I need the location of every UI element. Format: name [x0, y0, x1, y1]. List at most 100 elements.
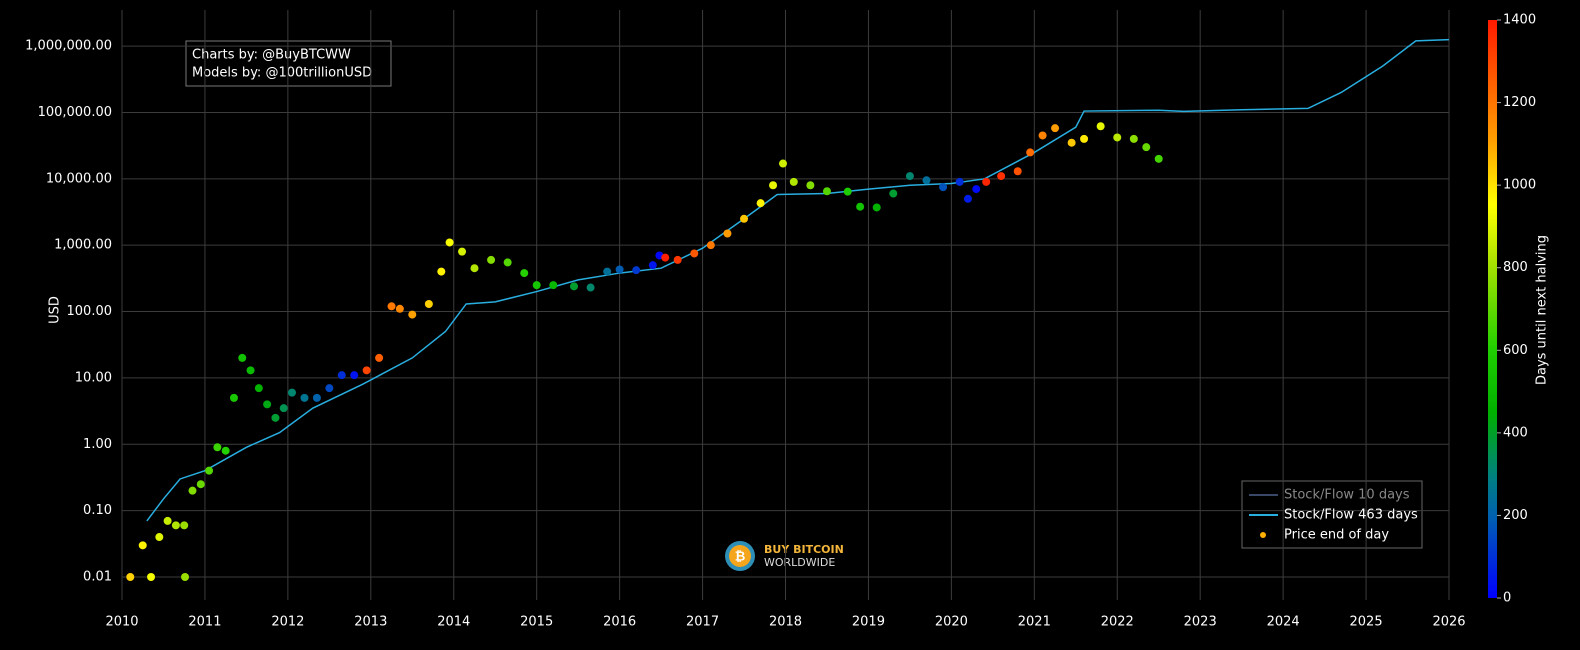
- x-tick-label: 2021: [1018, 615, 1051, 630]
- price-point: [615, 265, 624, 274]
- colorbar-tick-label: 200: [1503, 508, 1528, 523]
- price-point: [325, 384, 334, 393]
- price-point: [126, 572, 135, 581]
- x-tick-label: 2013: [354, 615, 387, 630]
- price-point: [1038, 131, 1047, 140]
- logo-text: WORLDWIDE: [764, 556, 835, 569]
- price-point: [822, 187, 831, 196]
- price-point: [395, 304, 404, 313]
- price-point: [1154, 154, 1163, 163]
- price-point: [279, 404, 288, 413]
- price-point: [520, 269, 529, 278]
- price-point: [939, 183, 948, 192]
- price-point: [872, 203, 881, 212]
- price-point: [723, 229, 732, 238]
- legend-swatch: [1260, 532, 1266, 538]
- price-point: [632, 266, 641, 275]
- y-axis-label: USD: [48, 296, 63, 324]
- logo-glyph: ₿: [735, 550, 746, 565]
- price-point: [1051, 124, 1060, 133]
- price-point: [138, 541, 147, 550]
- price-point: [1026, 148, 1035, 157]
- y-tick-label: 1,000.00: [54, 238, 112, 253]
- price-point: [288, 388, 297, 397]
- annotation: Models by: @100trillionUSD: [192, 66, 372, 81]
- x-tick-label: 2022: [1101, 615, 1134, 630]
- x-tick-label: 2015: [520, 615, 553, 630]
- price-point: [690, 249, 699, 258]
- price-point: [532, 281, 541, 290]
- price-point: [163, 516, 172, 525]
- price-point: [221, 446, 230, 455]
- price-point: [779, 159, 788, 168]
- price-point: [603, 267, 612, 276]
- price-point: [740, 214, 749, 223]
- price-point: [300, 393, 309, 402]
- x-tick-label: 2014: [437, 615, 470, 630]
- price-point: [181, 572, 190, 581]
- x-tick-label: 2020: [935, 615, 968, 630]
- price-point: [196, 480, 205, 489]
- annotation: Charts by: @BuyBTCWW: [192, 48, 351, 63]
- logo-icon: [729, 545, 751, 567]
- price-point: [549, 281, 558, 290]
- price-point: [171, 521, 180, 530]
- x-tick-label: 2011: [188, 615, 221, 630]
- price-point: [263, 400, 272, 409]
- x-tick-label: 2012: [271, 615, 304, 630]
- colorbar-title: Days until next halving: [1535, 235, 1550, 385]
- price-point: [246, 366, 255, 375]
- price-point: [350, 371, 359, 380]
- price-point: [312, 393, 321, 402]
- price-point: [487, 255, 496, 264]
- price-point: [1013, 167, 1022, 176]
- colorbar-tick-label: 600: [1503, 343, 1528, 358]
- legend-label: Stock/Flow 10 days: [1284, 488, 1410, 503]
- x-tick-label: 2016: [603, 615, 636, 630]
- price-point: [362, 366, 371, 375]
- price-point: [963, 194, 972, 203]
- annotation-box: [185, 40, 392, 87]
- price-point: [982, 177, 991, 186]
- colorbar-tick-label: 1000: [1503, 178, 1536, 193]
- price-point: [188, 486, 197, 495]
- price-point: [706, 241, 715, 250]
- colorbar: [1488, 20, 1497, 598]
- price-point: [922, 176, 931, 185]
- price-point: [789, 177, 798, 186]
- price-point: [375, 353, 384, 362]
- price-point: [445, 238, 454, 247]
- colorbar-tick-label: 0: [1503, 591, 1511, 606]
- price-point: [470, 264, 479, 273]
- x-tick-label: 2018: [769, 615, 802, 630]
- price-point: [955, 177, 964, 186]
- price-point: [205, 466, 214, 475]
- price-point: [1113, 133, 1122, 142]
- legend-box: [1241, 480, 1423, 549]
- price-point: [856, 202, 865, 211]
- price-point: [213, 443, 222, 452]
- price-point: [458, 247, 467, 256]
- price-point: [238, 353, 247, 362]
- price-point: [1067, 138, 1076, 147]
- price-point: [180, 521, 189, 530]
- price-point: [570, 282, 579, 291]
- x-tick-label: 2010: [105, 615, 138, 630]
- colorbar-tick-label: 1400: [1503, 13, 1536, 28]
- price-point: [1096, 122, 1105, 131]
- price-point: [424, 299, 433, 308]
- x-tick-label: 2025: [1350, 615, 1383, 630]
- y-tick-label: 1,000,000.00: [25, 39, 112, 54]
- x-tick-label: 2017: [686, 615, 719, 630]
- logo-text: BUY BITCOIN: [764, 543, 844, 556]
- price-point: [806, 181, 815, 190]
- price-point: [387, 302, 396, 311]
- price-point: [756, 199, 765, 208]
- sf-line: [146, 38, 1450, 522]
- price-point: [147, 572, 156, 581]
- price-point: [586, 283, 595, 292]
- y-tick-label: 10,000.00: [46, 171, 112, 186]
- colorbar-tick-label: 1200: [1503, 95, 1536, 110]
- price-point: [1080, 134, 1089, 143]
